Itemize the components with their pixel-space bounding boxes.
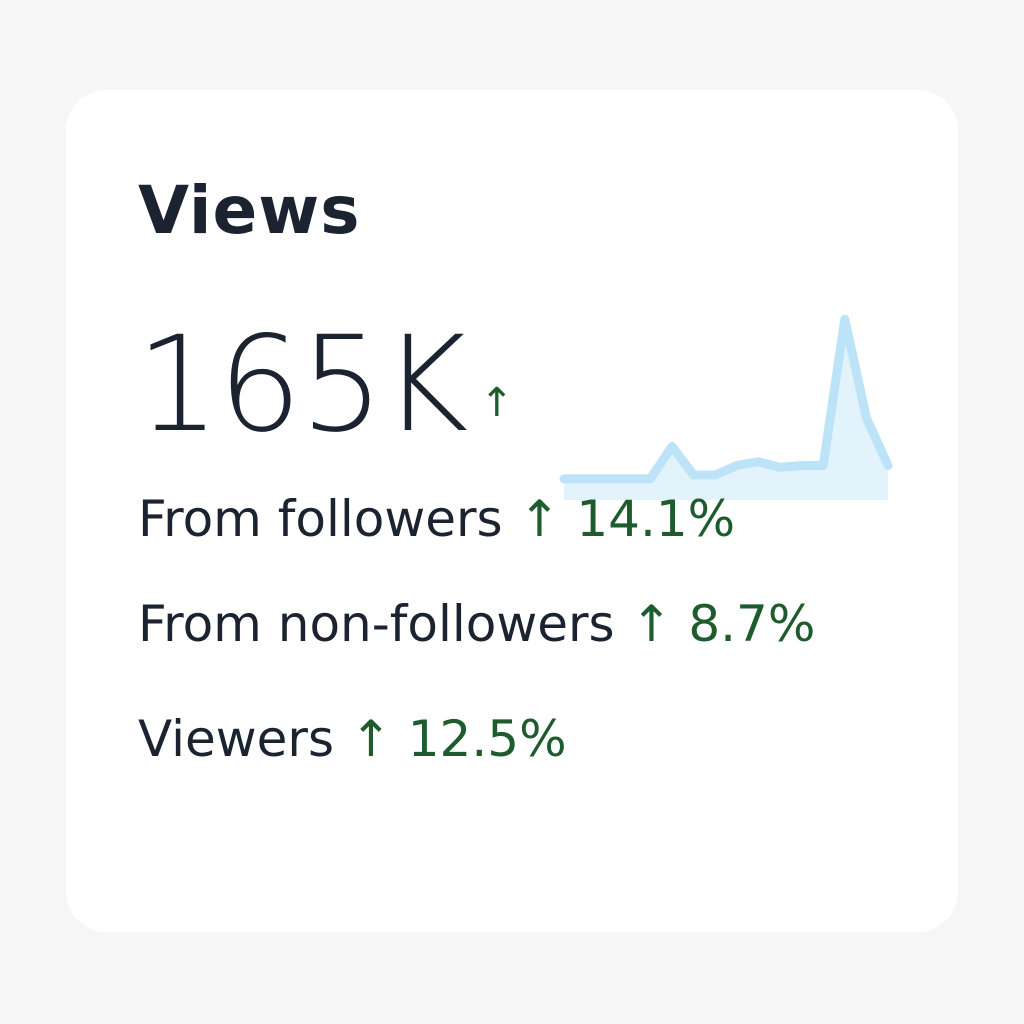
metric-row: From followers ↑ 14.1% [138,490,735,548]
metric-change: 12.5% [407,710,567,768]
trend-arrow: ↑ [349,710,392,768]
sparkline-line [559,314,893,484]
trend-arrow: ↑ [480,380,514,426]
metric-change: 8.7% [688,595,816,653]
metric-row: From non-followers ↑ 8.7% [138,595,815,653]
views-card: Views 165K ↑ From followers ↑ 14.1% From … [66,90,958,932]
metric-row: Viewers ↑ 12.5% [138,710,567,768]
trend-arrow: ↑ [518,490,561,548]
metric-change: 14.1% [576,490,736,548]
metric-label: From followers [138,490,503,548]
sparkline [559,314,893,500]
metric-label: Viewers [138,710,335,768]
trend-arrow: ↑ [630,595,673,653]
metric-label: From non-followers [138,595,615,653]
total-value: 165K [136,308,469,462]
card-title: Views [138,172,361,249]
